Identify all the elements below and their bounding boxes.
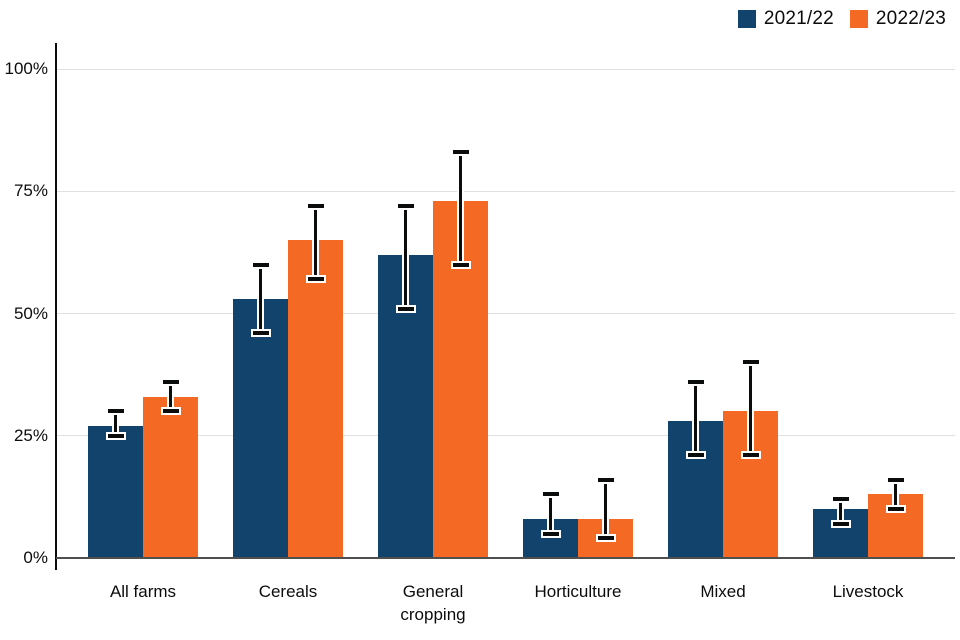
error-bar-cap-top [742, 360, 759, 365]
gridline-50 [57, 313, 955, 314]
error-bar-line [694, 381, 697, 456]
x-category-label-all-farms: All farms [109, 582, 177, 601]
error-bar-line [549, 494, 552, 534]
error-bar-cap-bottom [107, 433, 124, 438]
bar-2021-22-cereals [233, 298, 288, 558]
error-bar-cap-top [687, 379, 704, 384]
error-bar-line [404, 205, 407, 309]
error-bar-cap-bottom [252, 331, 269, 336]
legend-swatch-blue-icon [737, 10, 756, 28]
bar-2022-23-cereals [288, 240, 343, 558]
error-bar-cap-top [162, 379, 179, 384]
y-tick-label-100: 100% [4, 59, 48, 78]
error-bar-cap-top [452, 150, 469, 155]
x-category-label-general-cropping: General cropping [400, 582, 466, 624]
y-tick-label-50: 50% [13, 303, 48, 323]
bar-2022-23-all-farms [143, 396, 198, 558]
error-bar-cap-bottom [542, 531, 559, 536]
error-bar-line [459, 152, 462, 265]
error-bar-line [749, 362, 752, 456]
legend-item-2021-22: 2021/22 [737, 8, 834, 30]
legend-label: 2022/23 [875, 8, 946, 29]
legend: 2021/22 2022/23 [737, 8, 946, 30]
x-category-label-mixed: Mixed [700, 582, 746, 601]
error-bar-cap-top [887, 477, 904, 482]
error-bar-cap-top [832, 497, 849, 502]
error-bar-cap-bottom [307, 277, 324, 282]
y-tick-label-25: 25% [13, 425, 48, 445]
error-bar-cap-top [542, 492, 559, 497]
legend-label: 2021/22 [763, 8, 834, 29]
y-tick-label-0: 0% [23, 548, 48, 567]
error-bar-cap-bottom [887, 507, 904, 512]
error-bar-cap-top [397, 203, 414, 208]
y-tick-label-75: 75% [13, 181, 48, 201]
bar-2021-22-all-farms [88, 425, 143, 558]
gridline-100 [57, 68, 955, 70]
error-bar-cap-bottom [832, 521, 849, 526]
error-bar-line [839, 499, 842, 524]
error-bar-line [314, 205, 317, 280]
gridline-75 [57, 190, 955, 192]
x-category-label-cereals: Cereals [258, 582, 318, 601]
error-bar-line [169, 381, 172, 412]
error-bar-cap-top [252, 262, 269, 267]
error-bar-cap-top [307, 203, 324, 208]
legend-item-2022-23: 2022/23 [849, 8, 946, 30]
x-category-label-livestock: Livestock [832, 582, 904, 601]
error-bar-cap-top [597, 477, 614, 482]
y-axis-line [55, 43, 57, 570]
error-bar-cap-bottom [597, 536, 614, 541]
error-bar-cap-bottom [162, 409, 179, 414]
error-bar-line [259, 264, 262, 334]
error-bar-cap-bottom [742, 453, 759, 458]
error-bar-cap-top [107, 409, 124, 414]
x-axis-line [56, 557, 955, 559]
error-bar-cap-bottom [452, 262, 469, 267]
x-category-label-horticulture: Horticulture [534, 582, 622, 601]
error-bar-line [604, 479, 607, 539]
error-bar-cap-bottom [397, 306, 414, 311]
legend-swatch-orange-icon [849, 10, 868, 28]
gridline-25 [57, 435, 955, 437]
error-bar-line [894, 479, 897, 510]
error-bar-cap-bottom [687, 453, 704, 458]
error-bar-line [114, 411, 117, 436]
